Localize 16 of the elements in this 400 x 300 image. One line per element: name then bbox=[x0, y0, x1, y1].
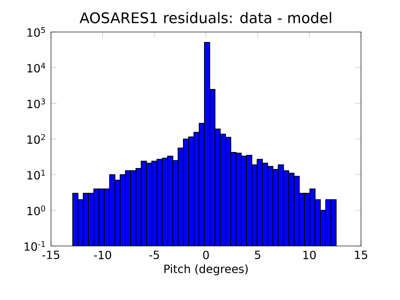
y-tick-label: 10$^{0}$ bbox=[27, 205, 46, 216]
y-tick-label: 10$^{3}$ bbox=[27, 98, 46, 108]
x-tick-label: 10 bbox=[303, 250, 316, 260]
x-tick-label: 5 bbox=[254, 250, 260, 260]
x-axis-title: Pitch (degrees) bbox=[164, 264, 248, 276]
y-tick-label: 10$^{-1}$ bbox=[24, 241, 45, 251]
y-tick-label: 10$^{2}$ bbox=[27, 134, 45, 144]
chart-title: AOSARES1 residuals: data - model bbox=[80, 12, 332, 24]
y-tick-label: 10$^{4}$ bbox=[27, 62, 46, 73]
x-tick-label: 0 bbox=[203, 250, 209, 260]
x-tick-label: -10 bbox=[94, 250, 112, 260]
x-tick-label: 15 bbox=[355, 250, 368, 260]
x-tick-label: -5 bbox=[149, 250, 159, 260]
y-tick-label: 10$^{5}$ bbox=[27, 27, 45, 37]
x-tick-label: -15 bbox=[42, 250, 60, 260]
y-tick-label: 10$^{1}$ bbox=[27, 170, 45, 180]
